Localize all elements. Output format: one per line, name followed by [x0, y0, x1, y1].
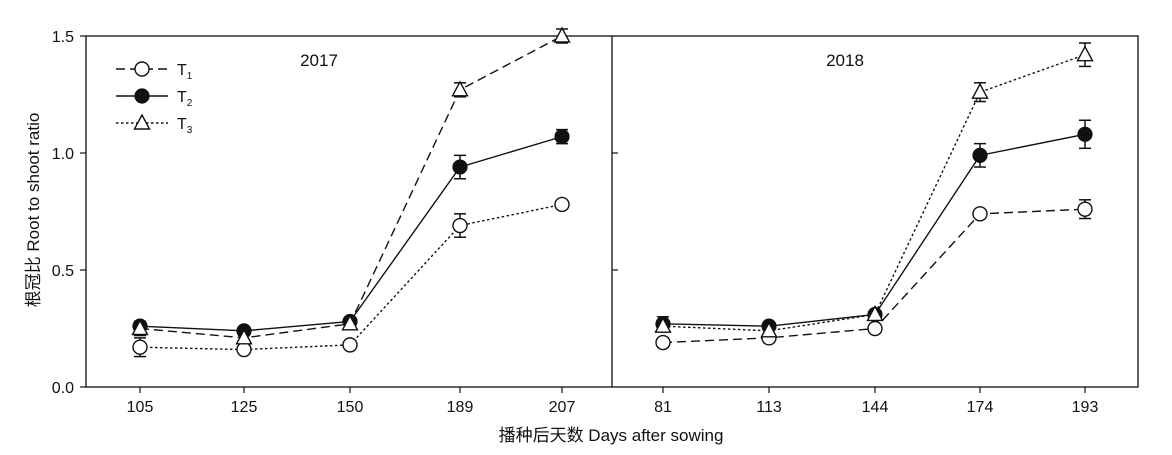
data-point-t3 — [654, 316, 672, 333]
y-tick-label: 0.5 — [52, 263, 74, 280]
data-point-t1 — [655, 334, 671, 351]
panel-title: 2017 — [300, 51, 338, 70]
panel-title: 2018 — [826, 51, 864, 70]
y-tick-label: 1.5 — [52, 29, 74, 46]
data-point-t3 — [131, 319, 149, 336]
data-point-t1 — [452, 217, 468, 234]
x-tick-label: 125 — [231, 399, 258, 416]
legend-label: T2 — [177, 89, 193, 109]
data-point-t3 — [553, 26, 571, 43]
x-axis-label: 播种后天数 Days after sowing — [499, 426, 724, 445]
data-point-t3 — [235, 328, 253, 345]
y-axis-label: 根冠比 Root to shoot ratio — [24, 113, 43, 308]
data-point-t3 — [760, 321, 778, 338]
x-tick-label: 105 — [127, 399, 154, 416]
data-point-t3 — [1076, 45, 1094, 62]
x-tick-label: 144 — [862, 399, 889, 416]
x-tick-label: 207 — [549, 399, 576, 416]
data-point-t1 — [867, 320, 883, 337]
data-point-t2 — [452, 159, 468, 175]
x-tick-label: 174 — [967, 399, 994, 416]
data-point-t2 — [554, 129, 570, 145]
series-line-t2 — [139, 135, 563, 332]
x-tick-label: 193 — [1072, 399, 1099, 416]
legend-label: T3 — [177, 116, 193, 136]
data-point-t1 — [236, 341, 252, 358]
data-point-t3 — [341, 314, 359, 331]
series-line-t3 — [139, 35, 563, 339]
legend-marker — [134, 88, 150, 104]
data-point-t3 — [971, 82, 989, 99]
data-point-t1 — [1077, 201, 1093, 217]
data-point-t1 — [972, 206, 988, 222]
data-point-t1 — [132, 339, 148, 355]
x-tick-label: 113 — [756, 399, 782, 416]
data-point-t2 — [1077, 126, 1093, 142]
x-tick-label: 81 — [654, 399, 672, 416]
series-line-t3 — [662, 54, 1086, 332]
series-line-t2 — [662, 133, 1086, 327]
y-tick-label: 1.0 — [52, 146, 74, 163]
y-tick-label: 0.0 — [52, 380, 74, 397]
data-point-t3 — [451, 80, 469, 97]
data-point-t2 — [972, 147, 988, 163]
data-point-t3 — [866, 304, 884, 322]
legend-marker — [134, 61, 150, 77]
data-point-t1 — [342, 337, 358, 353]
legend-label: T1 — [177, 62, 193, 82]
data-point-t1 — [554, 196, 570, 213]
x-tick-label: 150 — [337, 399, 364, 416]
x-tick-label: 189 — [447, 399, 474, 416]
legend-marker — [133, 113, 151, 130]
